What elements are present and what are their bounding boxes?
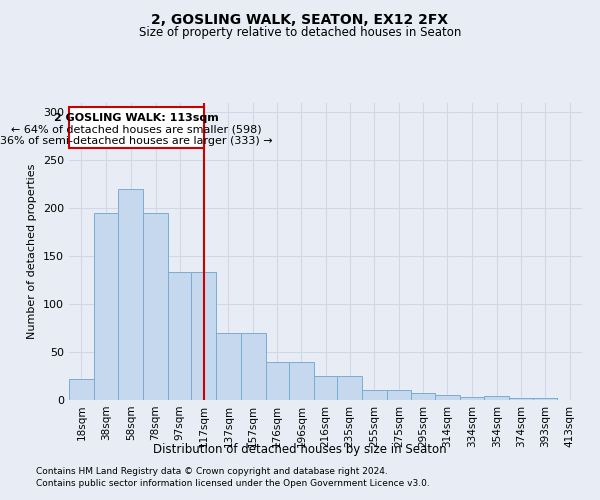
Bar: [216, 333, 241, 400]
Bar: [337, 376, 362, 400]
Bar: [94, 213, 118, 400]
Bar: [69, 108, 204, 148]
Bar: [484, 396, 509, 400]
Bar: [69, 379, 94, 400]
Bar: [533, 398, 557, 400]
Bar: [509, 398, 533, 400]
Y-axis label: Number of detached properties: Number of detached properties: [28, 164, 37, 339]
Bar: [362, 390, 386, 400]
Bar: [289, 362, 314, 400]
Bar: [118, 189, 143, 400]
Bar: [191, 272, 216, 400]
Text: Contains public sector information licensed under the Open Government Licence v3: Contains public sector information licen…: [36, 479, 430, 488]
Text: ← 64% of detached houses are smaller (598): ← 64% of detached houses are smaller (59…: [11, 124, 262, 134]
Bar: [168, 272, 191, 400]
Bar: [143, 213, 168, 400]
Bar: [412, 394, 435, 400]
Bar: [460, 397, 484, 400]
Bar: [266, 362, 289, 400]
Text: 2, GOSLING WALK, SEATON, EX12 2FX: 2, GOSLING WALK, SEATON, EX12 2FX: [151, 12, 449, 26]
Bar: [241, 333, 266, 400]
Text: 36% of semi-detached houses are larger (333) →: 36% of semi-detached houses are larger (…: [0, 136, 272, 146]
Bar: [386, 390, 412, 400]
Bar: [435, 395, 460, 400]
Bar: [314, 376, 337, 400]
Text: Distribution of detached houses by size in Seaton: Distribution of detached houses by size …: [153, 442, 447, 456]
Text: 2 GOSLING WALK: 113sqm: 2 GOSLING WALK: 113sqm: [54, 113, 219, 123]
Text: Contains HM Land Registry data © Crown copyright and database right 2024.: Contains HM Land Registry data © Crown c…: [36, 468, 388, 476]
Text: Size of property relative to detached houses in Seaton: Size of property relative to detached ho…: [139, 26, 461, 39]
